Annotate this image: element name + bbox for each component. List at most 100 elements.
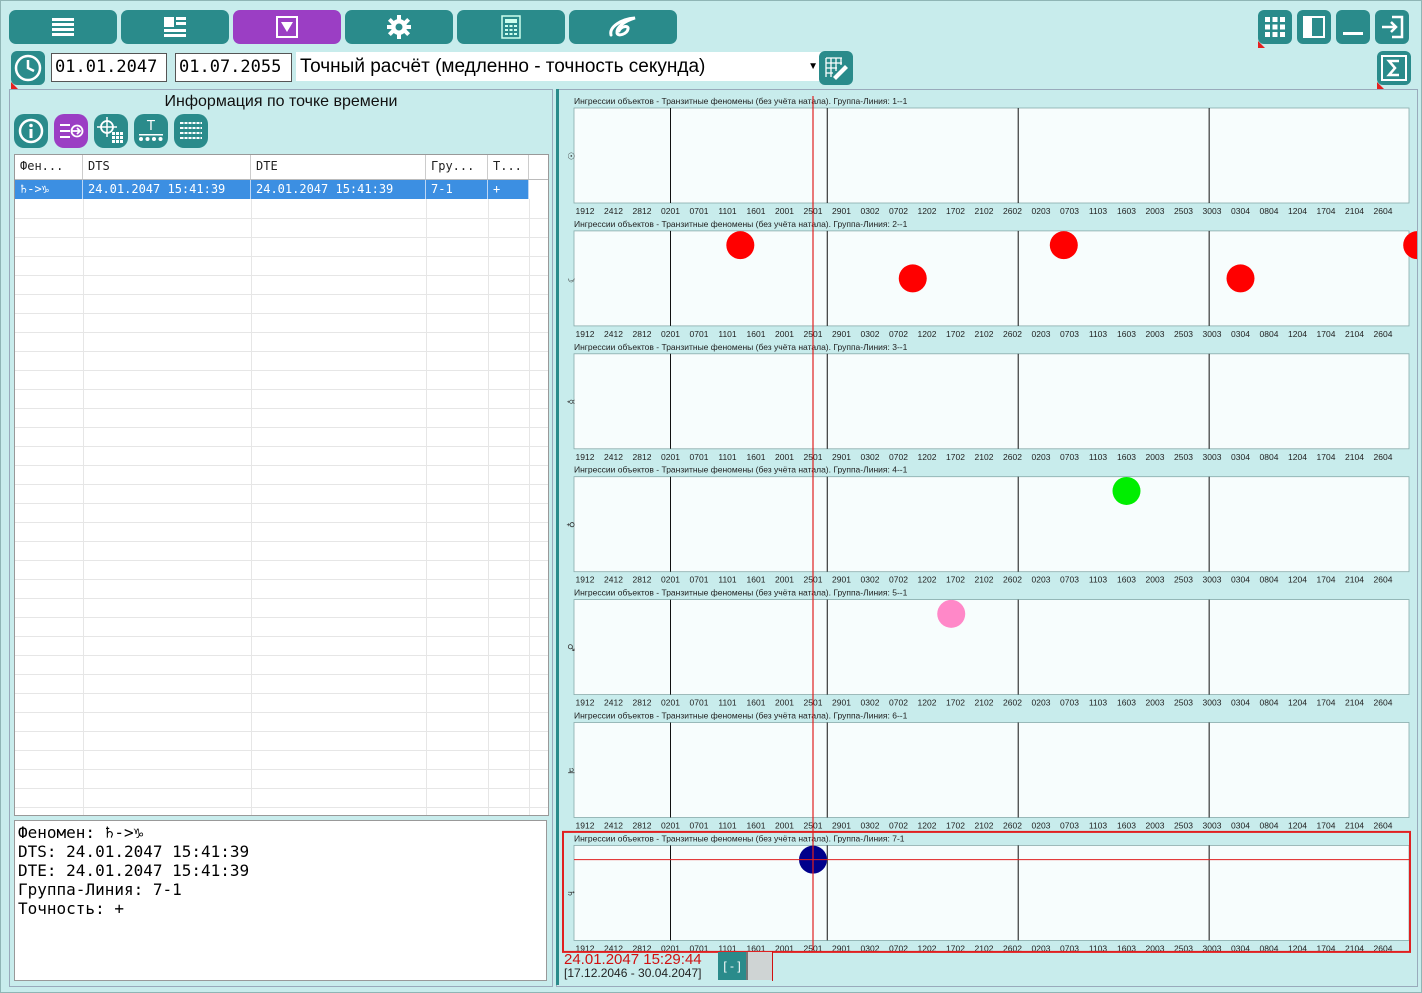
x-tick-label: 3003 — [1203, 206, 1222, 216]
calculator-button[interactable] — [457, 10, 565, 44]
row-divider — [15, 408, 548, 409]
layout-button[interactable] — [121, 10, 229, 44]
dropdown-arrow-icon: ▼ — [808, 61, 818, 72]
info-button[interactable] — [14, 114, 48, 148]
x-tick-label: 1601 — [747, 698, 766, 708]
x-tick-label: 1704 — [1317, 329, 1336, 339]
row-divider — [15, 218, 548, 219]
x-tick-label: 2602 — [1003, 575, 1022, 585]
row-divider — [15, 427, 548, 428]
x-tick-label: 1103 — [1089, 575, 1108, 585]
x-tick-label: 1702 — [946, 698, 965, 708]
data-point — [1112, 476, 1141, 505]
table-view-button[interactable] — [174, 114, 208, 148]
x-tick-label: 0201 — [661, 206, 680, 216]
date-to-field[interactable]: 01.07.2055 — [175, 53, 292, 82]
visible-range: [17.12.2046 - 30.04.2047] — [564, 966, 702, 980]
clock-button[interactable] — [11, 51, 45, 89]
filter-button[interactable] — [233, 10, 341, 44]
row-divider — [15, 275, 548, 276]
menu-icon — [52, 18, 74, 36]
menu-button[interactable] — [9, 10, 117, 44]
chart-panel-title: Ингрессии объектов - Транзитные феномены… — [574, 342, 908, 352]
timeline-text-button[interactable]: T — [134, 114, 168, 148]
x-tick-label: 2104 — [1345, 329, 1364, 339]
sum-button[interactable] — [1377, 51, 1411, 89]
row-divider — [15, 674, 548, 675]
x-tick-label: 0804 — [1260, 698, 1279, 708]
x-tick-label: 0702 — [889, 452, 908, 462]
col-group-header[interactable]: Гру... — [426, 155, 488, 179]
x-tick-label: 2901 — [832, 698, 851, 708]
x-tick-label: 1603 — [1117, 452, 1136, 462]
x-tick-label: 1702 — [946, 943, 965, 953]
x-tick-label: 1202 — [918, 575, 937, 585]
x-tick-label: 0304 — [1231, 943, 1250, 953]
x-tick-label: 0804 — [1260, 821, 1279, 831]
x-tick-label: 1202 — [918, 821, 937, 831]
x-tick-label: 1912 — [576, 821, 595, 831]
chart-panel-title: Ингрессии объектов - Транзитные феномены… — [574, 711, 908, 721]
x-tick-label: 1704 — [1317, 821, 1336, 831]
x-tick-label: 0304 — [1231, 698, 1250, 708]
panel-icon — [1303, 16, 1325, 38]
collapse-button[interactable]: [ - ] — [718, 952, 746, 980]
x-tick-label: 1601 — [747, 452, 766, 462]
planet-symbol: ☽ — [565, 275, 575, 283]
chart-panel-title: Ингрессии объектов - Транзитные феномены… — [574, 96, 908, 106]
panel-splitter[interactable] — [556, 89, 559, 985]
settings-button[interactable] — [345, 10, 453, 44]
x-tick-label: 3003 — [1203, 452, 1222, 462]
ingress-charts[interactable]: Ингрессии объектов - Транзитные феномены… — [557, 90, 1417, 986]
target-grid-button[interactable] — [94, 114, 128, 148]
plot-area — [573, 353, 1410, 450]
time-marker — [772, 951, 773, 981]
row-divider — [15, 351, 548, 352]
x-tick-label: 2102 — [975, 575, 994, 585]
grid-view-button[interactable] — [1258, 10, 1292, 48]
x-tick-label: 0701 — [690, 698, 709, 708]
date-from-field[interactable]: 01.01.2047 — [51, 53, 167, 82]
row-divider — [15, 598, 548, 599]
x-tick-label: 1204 — [1288, 575, 1307, 585]
sigma-icon — [1381, 55, 1407, 81]
x-tick-label: 1702 — [946, 206, 965, 216]
col-phenomenon-header[interactable]: Фен... — [15, 155, 83, 179]
plot-area — [573, 599, 1410, 696]
x-tick-label: 1202 — [918, 452, 937, 462]
ingress-charts-panel: Ингрессии объектов - Транзитные феномены… — [556, 89, 1418, 987]
col-dte-header[interactable]: DTE — [251, 155, 426, 179]
exit-button[interactable] — [1375, 10, 1409, 44]
x-tick-label: 2104 — [1345, 206, 1364, 216]
phenomena-list-button[interactable] — [54, 114, 88, 148]
row-divider — [15, 484, 548, 485]
row-divider — [15, 522, 548, 523]
x-tick-label: 1704 — [1317, 943, 1336, 953]
minimize-button[interactable] — [1336, 10, 1370, 44]
table-row[interactable]: ♄->♑ 24.01.2047 15:41:39 24.01.2047 15:4… — [15, 180, 529, 199]
calc-mode-select[interactable]: Точный расчёт (медленно - точность секун… — [296, 52, 823, 81]
cell-dte: 24.01.2047 15:41:39 — [251, 180, 426, 199]
x-tick-label: 0203 — [1032, 698, 1051, 708]
logo-button[interactable] — [569, 10, 677, 44]
x-tick-label: 0804 — [1260, 452, 1279, 462]
plot-area — [573, 845, 1410, 941]
x-tick-label: 0302 — [861, 329, 880, 339]
x-tick-label: 2001 — [775, 329, 794, 339]
x-tick-label: 1103 — [1089, 329, 1108, 339]
x-tick-label: 2412 — [604, 821, 623, 831]
scroll-thumb[interactable] — [746, 952, 772, 980]
col-dts-header[interactable]: DTS — [83, 155, 251, 179]
grid-edit-icon — [825, 57, 848, 80]
col-accuracy-header[interactable]: Т... — [488, 155, 529, 179]
x-tick-label: 1204 — [1288, 821, 1307, 831]
edit-chart-button[interactable] — [819, 51, 853, 85]
x-tick-label: 1702 — [946, 329, 965, 339]
panel-toggle-button[interactable] — [1297, 10, 1331, 44]
phenomenon-details: Феномен: ♄->♑ DTS: 24.01.2047 15:41:39 D… — [14, 820, 547, 981]
x-tick-label: 1912 — [576, 575, 595, 585]
column-divider — [529, 199, 530, 815]
x-tick-label: 2104 — [1345, 575, 1364, 585]
list-arrow-icon — [60, 124, 84, 138]
x-tick-label: 0702 — [889, 698, 908, 708]
